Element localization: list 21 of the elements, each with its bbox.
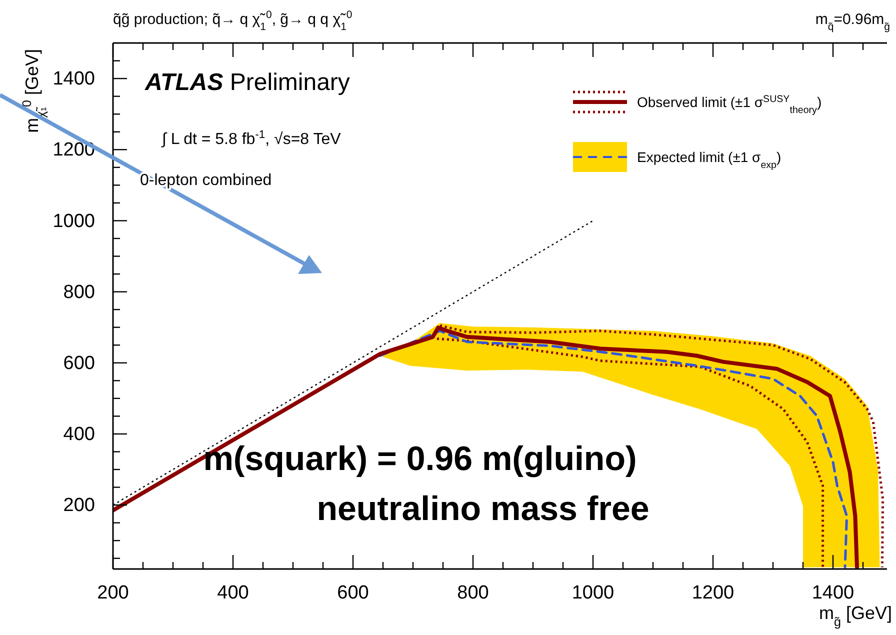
annotation: neutralino mass free [316, 490, 650, 528]
annotation: ∫ L dt = 5.8 fb$^{-1}$, √s=8 TeV [161, 129, 342, 148]
y-tick-label: 800 [63, 282, 95, 303]
x-tick-label: 1000 [572, 582, 614, 604]
x-tick-label: 200 [97, 582, 129, 604]
annotation: ATLAS Preliminary [144, 69, 350, 96]
x-tick-label: 1400 [812, 582, 854, 604]
x-tick-label: 600 [337, 582, 369, 604]
y-tick-label: 600 [63, 352, 95, 374]
y-tick-label: 1400 [52, 68, 95, 90]
annotation: m(squark) = 0.96 m(gluino) [203, 440, 637, 478]
legend-label: Observed limit (±1 σ$^{SUSY}$$_{theory}$) [637, 94, 822, 116]
x-tick-label: 1200 [692, 582, 734, 604]
x-tick-label: 400 [217, 582, 249, 604]
y-tick-label: 1000 [52, 210, 95, 232]
y-tick-label: 400 [63, 424, 95, 446]
x-tick-label: 800 [457, 582, 489, 604]
y-tick-label: 200 [63, 495, 95, 516]
x-axis-title: m$_{g̃}$ [GeV] [818, 603, 892, 629]
legend-label: Expected limit (±1 σ$_{exp}$) [637, 149, 782, 170]
chart-subtitle: m$_{q̃}$=0.96m$_{g̃}$ [815, 11, 890, 33]
